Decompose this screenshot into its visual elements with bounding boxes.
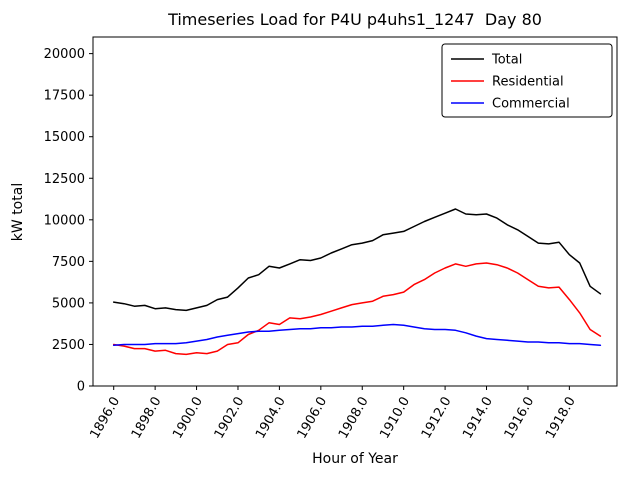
x-tick-label: 1906.0 (295, 395, 331, 442)
y-tick-label: 5000 (52, 296, 85, 311)
x-tick-label: 1916.0 (502, 395, 538, 442)
chart-generated: 0 2500 5000 7500 10000 12500 15000 17500 20000 18… (44, 36, 618, 442)
legend-box (441, 43, 613, 118)
series-line-commercial (112, 323, 602, 347)
y-tick-label: 20000 (44, 47, 85, 62)
x-tick-label: 1912.0 (419, 395, 455, 442)
y-tick-label: 2500 (52, 338, 85, 353)
legend-label-total: Total (491, 53, 522, 68)
y-tick-label: 15000 (44, 130, 85, 145)
legend-label-residential: Residential (492, 75, 564, 90)
y-tick-label: 0 (77, 380, 85, 395)
x-tick-label: 1910.0 (377, 395, 413, 442)
x-tick-label: 1908.0 (336, 395, 372, 442)
y-tick-label: 17500 (44, 89, 85, 104)
series-line-residential (112, 262, 602, 356)
x-tick-label: 1898.0 (129, 395, 165, 442)
y-tick-label: 7500 (52, 255, 85, 270)
chart-title: Timeseries Load for P4U p4uhs1_1247 Day … (167, 10, 542, 30)
x-tick-label: 1902.0 (212, 395, 248, 442)
y-tick-label: 10000 (44, 213, 85, 228)
x-tick-label: 1914.0 (460, 395, 496, 442)
x-axis-label: Hour of Year (312, 451, 398, 467)
x-tick-label: 1918.0 (543, 395, 579, 442)
x-tick-label: 1896.0 (87, 395, 123, 442)
x-tick-label: 1900.0 (170, 395, 206, 442)
legend-label-commercial: Commercial (492, 97, 570, 112)
series-line-total (112, 208, 602, 312)
y-tick-label: 12500 (44, 172, 85, 187)
y-axis-label: kW total (10, 183, 26, 241)
x-tick-label: 1904.0 (253, 395, 289, 442)
